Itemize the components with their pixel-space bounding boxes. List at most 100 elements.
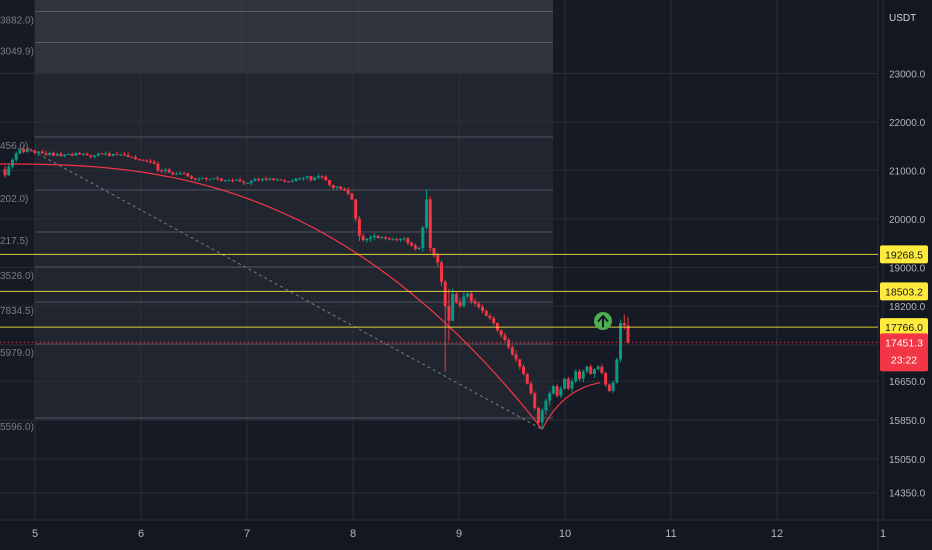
candle bbox=[29, 150, 33, 152]
candle bbox=[529, 383, 533, 394]
candle bbox=[130, 156, 134, 158]
up-arrow-icon[interactable] bbox=[594, 312, 612, 330]
candle bbox=[171, 172, 175, 175]
candle bbox=[406, 238, 410, 244]
candle bbox=[380, 237, 384, 239]
candle bbox=[100, 153, 104, 155]
candle bbox=[160, 170, 164, 172]
y-tick-label: 19000.0 bbox=[889, 263, 926, 274]
fib-level-label: 202.0) bbox=[0, 194, 28, 205]
candle bbox=[107, 153, 111, 156]
level-price-tag bbox=[880, 282, 928, 301]
y-tick-label: 20000.0 bbox=[889, 215, 926, 226]
candle bbox=[477, 303, 481, 308]
candle bbox=[7, 166, 11, 176]
candle bbox=[234, 179, 238, 181]
candle bbox=[111, 153, 115, 156]
candle bbox=[488, 315, 492, 319]
candle bbox=[167, 169, 171, 173]
candle bbox=[134, 157, 138, 160]
candle bbox=[40, 151, 44, 154]
candle bbox=[563, 378, 567, 389]
candle bbox=[59, 153, 63, 156]
candle bbox=[604, 372, 608, 385]
candle bbox=[74, 152, 78, 156]
candle bbox=[398, 238, 402, 240]
level-price-label: 19268.5 bbox=[885, 249, 923, 261]
candle bbox=[365, 238, 369, 241]
candle bbox=[156, 163, 160, 171]
candle bbox=[208, 179, 212, 181]
x-tick-label: 6 bbox=[138, 528, 144, 540]
candle bbox=[372, 235, 376, 238]
x-tick-label: 7 bbox=[244, 528, 250, 540]
fib-level-label: 7834.5) bbox=[0, 306, 34, 317]
candle bbox=[18, 149, 22, 154]
candle bbox=[551, 386, 555, 394]
candle bbox=[231, 180, 235, 182]
candle bbox=[245, 183, 249, 185]
candle bbox=[309, 176, 313, 181]
candle bbox=[316, 176, 320, 178]
candle bbox=[331, 184, 335, 188]
fib-level-label: 217.5) bbox=[0, 236, 28, 247]
candle bbox=[279, 179, 283, 181]
candle bbox=[264, 178, 268, 181]
candle bbox=[141, 159, 145, 161]
candle bbox=[301, 177, 305, 179]
candle bbox=[615, 359, 619, 383]
candle bbox=[361, 235, 365, 241]
candle bbox=[122, 154, 126, 156]
candle bbox=[342, 188, 346, 191]
candle bbox=[391, 238, 395, 240]
fib-level-label: 5596.0) bbox=[0, 422, 34, 433]
candle bbox=[387, 238, 391, 240]
y-tick-label: 22000.0 bbox=[889, 118, 926, 129]
arc-curve bbox=[0, 163, 543, 430]
level-price-label: 18503.2 bbox=[885, 286, 923, 298]
candle bbox=[3, 169, 7, 176]
candle bbox=[522, 366, 526, 374]
candle bbox=[197, 178, 201, 180]
candle bbox=[432, 247, 436, 256]
candle bbox=[566, 378, 570, 389]
candle bbox=[115, 153, 119, 155]
candle bbox=[548, 393, 552, 401]
candle bbox=[376, 235, 380, 238]
candle bbox=[137, 159, 141, 161]
candle bbox=[540, 410, 544, 423]
candle bbox=[499, 330, 503, 336]
candle bbox=[186, 173, 190, 177]
candle bbox=[384, 237, 388, 239]
x-tick-label: 10 bbox=[559, 528, 571, 540]
candle bbox=[89, 155, 93, 157]
candle bbox=[589, 366, 593, 374]
candle bbox=[536, 407, 540, 423]
countdown-label: 23:22 bbox=[891, 354, 917, 366]
candle bbox=[622, 323, 626, 326]
level-price-tag bbox=[880, 245, 928, 264]
candle bbox=[428, 199, 432, 248]
candle bbox=[592, 369, 596, 374]
candle bbox=[443, 281, 447, 307]
candle bbox=[413, 245, 417, 249]
candle bbox=[275, 179, 279, 181]
candle bbox=[533, 393, 537, 408]
candle bbox=[260, 178, 264, 181]
candle bbox=[544, 400, 548, 411]
candle bbox=[253, 179, 257, 182]
candle bbox=[354, 199, 358, 219]
candle bbox=[10, 159, 14, 167]
candle bbox=[574, 371, 578, 382]
candle bbox=[510, 347, 514, 355]
x-tick-label: 1 bbox=[880, 528, 886, 540]
candle bbox=[525, 373, 529, 384]
candle bbox=[339, 186, 343, 189]
candle bbox=[44, 153, 48, 155]
candle bbox=[570, 381, 574, 389]
candle bbox=[324, 176, 328, 181]
candle bbox=[466, 293, 470, 297]
candle bbox=[454, 294, 458, 303]
